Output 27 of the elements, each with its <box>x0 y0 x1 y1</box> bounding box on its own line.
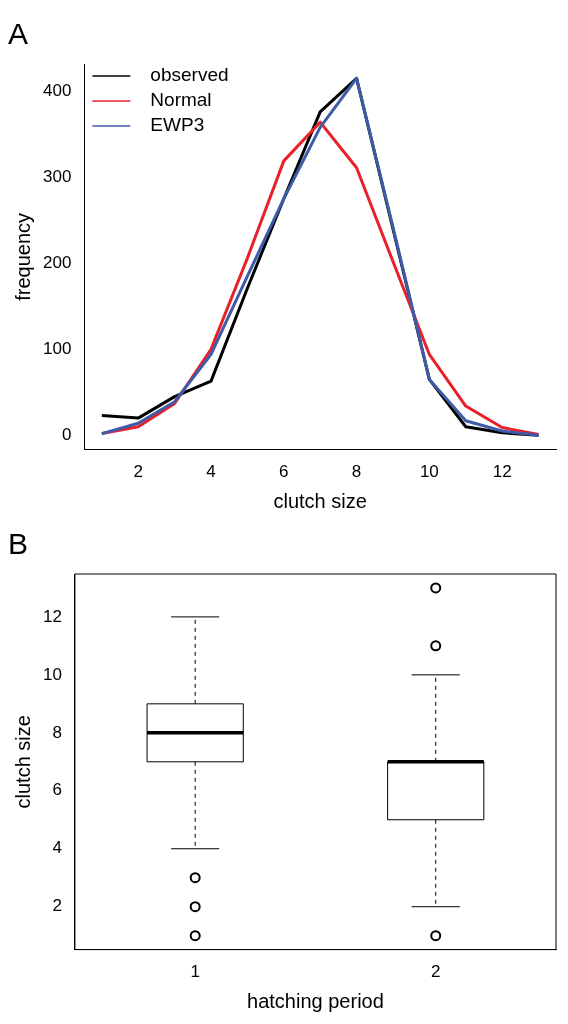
y-tick-label: 100 <box>42 338 72 358</box>
x-tick-label: 12 <box>492 462 512 482</box>
y-tick-label: 8 <box>52 722 62 742</box>
y-tick-label: 200 <box>42 252 72 272</box>
y-tick-label: 400 <box>42 80 72 100</box>
x-tick-label: 4 <box>206 462 216 482</box>
legend-label: observed <box>150 64 229 86</box>
y-tick-label: 2 <box>52 896 62 916</box>
x-tick-label: 6 <box>279 462 289 482</box>
chart-title: A <box>8 17 29 51</box>
x-axis-title: clutch size <box>273 489 367 512</box>
y-axis-title: frequency <box>11 212 34 301</box>
y-axis-title: clutch size <box>11 715 34 809</box>
x-tick-label: 2 <box>133 462 143 482</box>
legend-label: EWP3 <box>150 114 205 136</box>
x-tick-label: 1 <box>190 962 200 982</box>
y-tick-label: 0 <box>61 425 72 445</box>
y-tick-label: 4 <box>52 838 62 858</box>
x-tick-label: 8 <box>351 462 362 482</box>
y-tick-label: 6 <box>52 780 62 800</box>
x-tick-label: 10 <box>419 462 439 482</box>
y-tick-label: 12 <box>42 606 62 626</box>
y-tick-label: 300 <box>42 166 72 186</box>
y-tick-label: 10 <box>42 664 62 684</box>
chart-title: B <box>8 527 29 561</box>
legend-label: Normal <box>150 89 212 111</box>
x-axis-title: hatching period <box>247 989 384 1012</box>
